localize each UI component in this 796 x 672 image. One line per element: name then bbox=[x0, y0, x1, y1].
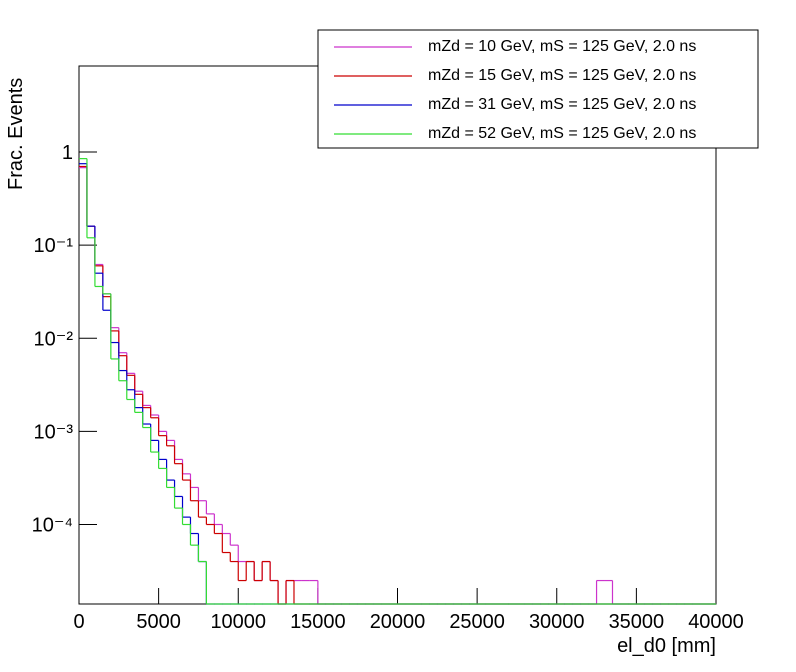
x-tick-label: 30000 bbox=[529, 611, 585, 633]
legend-label: mZd = 31 GeV, mS = 125 GeV, 2.0 ns bbox=[428, 96, 696, 113]
y-tick-label: 10⁻² bbox=[34, 328, 74, 350]
y-tick-label: 10⁻³ bbox=[34, 421, 74, 443]
y-tick-label: 1 bbox=[62, 142, 73, 164]
x-tick-label: 5000 bbox=[136, 611, 181, 633]
x-tick-label: 10000 bbox=[210, 611, 266, 633]
legend-label: mZd = 52 GeV, mS = 125 GeV, 2.0 ns bbox=[428, 125, 696, 142]
y-tick-label: 10⁻⁴ bbox=[32, 514, 73, 536]
x-tick-label: 35000 bbox=[609, 611, 665, 633]
x-tick-label: 25000 bbox=[449, 611, 505, 633]
y-axis-label: Frac. Events bbox=[5, 78, 27, 190]
y-tick-label: 10⁻¹ bbox=[34, 235, 74, 257]
legend bbox=[317, 29, 759, 149]
x-tick-label: 20000 bbox=[370, 611, 426, 633]
x-tick-label: 40000 bbox=[688, 611, 744, 633]
legend-label: mZd = 15 GeV, mS = 125 GeV, 2.0 ns bbox=[428, 67, 696, 84]
legend-label: mZd = 10 GeV, mS = 125 GeV, 2.0 ns bbox=[428, 38, 696, 55]
x-tick-label: 0 bbox=[73, 611, 84, 633]
x-tick-label: 15000 bbox=[290, 611, 346, 633]
x-axis-label: el_d0 [mm] bbox=[617, 635, 716, 657]
